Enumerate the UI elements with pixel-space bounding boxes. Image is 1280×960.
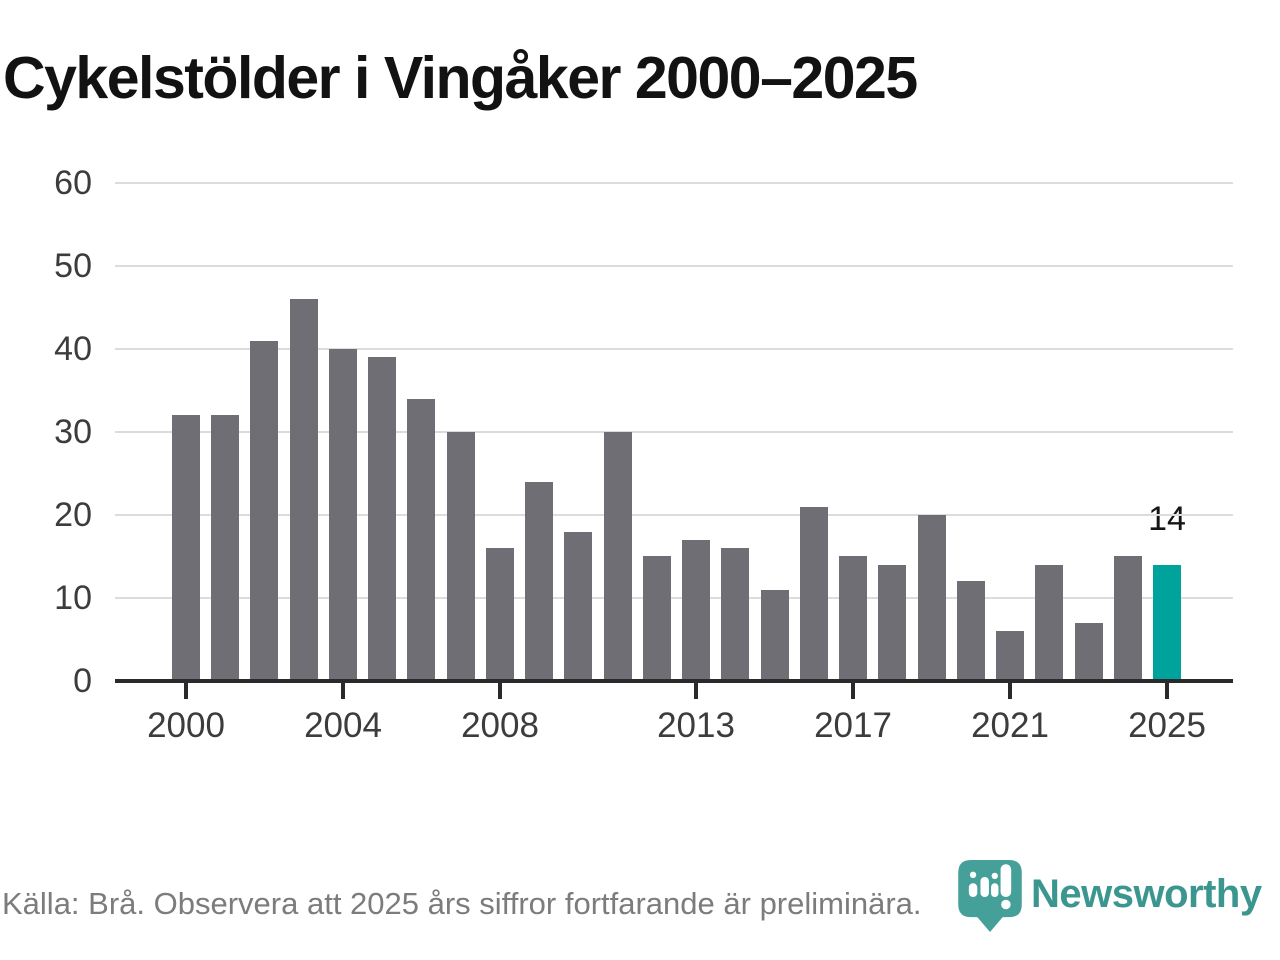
chart-title: Cykelstölder i Vingåker 2000–2025 [3,45,918,111]
y-axis-label-10: 10 [54,579,92,617]
bar-2013 [682,540,710,681]
bar-2006 [407,399,435,681]
x-axis-tick-2025 [1165,683,1169,699]
bar-2012 [643,556,671,681]
bar-2005 [368,357,396,681]
bar-2008 [486,548,514,681]
bar-2018 [878,565,906,681]
x-axis-tick-2000 [184,683,188,699]
bar-2000 [172,415,200,681]
bar-2019 [918,515,946,681]
bar-2001 [211,415,239,681]
bar-2003 [290,299,318,681]
bar-2016 [800,507,828,681]
y-axis-label-50: 50 [54,247,92,285]
x-axis-tick-2021 [1008,683,1012,699]
newsworthy-pin-icon [958,860,1022,932]
bar-2004 [329,349,357,681]
source-note: Källa: Brå. Observera att 2025 års siffr… [2,886,922,921]
x-axis-label-2021: 2021 [971,706,1049,745]
bar-2020 [957,581,985,681]
bar-2011 [604,432,632,681]
x-axis-label-2004: 2004 [304,706,382,745]
bar-2009 [525,482,553,681]
gridline-y-50 [115,265,1233,267]
bar-2025 [1153,565,1181,681]
x-axis-line [115,679,1233,683]
bar-2015 [761,590,789,681]
gridline-y-20 [115,514,1233,516]
bar-2022 [1035,565,1063,681]
x-axis-tick-2013 [694,683,698,699]
x-axis-tick-2017 [851,683,855,699]
bar-2014 [721,548,749,681]
gridline-y-40 [115,348,1233,350]
x-axis-tick-2008 [498,683,502,699]
gridline-y-60 [115,182,1233,184]
bar-2024 [1114,556,1142,681]
y-axis-label-60: 60 [54,164,92,202]
y-axis-label-30: 30 [54,413,92,451]
bar-2023 [1075,623,1103,681]
bar-2010 [564,532,592,681]
bar-2002 [250,341,278,681]
y-axis-label-40: 40 [54,330,92,368]
highlight-value-label: 14 [1148,500,1186,538]
bar-2021 [996,631,1024,681]
x-axis-label-2013: 2013 [657,706,735,745]
newsworthy-logo-text: Newsworthy [1031,872,1262,916]
x-axis-label-2025: 2025 [1128,706,1206,745]
x-axis-tick-2004 [341,683,345,699]
gridline-y-30 [115,431,1233,433]
bar-2017 [839,556,867,681]
x-axis-label-2000: 2000 [147,706,225,745]
x-axis-label-2008: 2008 [461,706,539,745]
x-axis-label-2017: 2017 [814,706,892,745]
bar-2007 [447,432,475,681]
y-axis-label-20: 20 [54,496,92,534]
y-axis-label-0: 0 [73,662,92,700]
gridline-y-10 [115,597,1233,599]
